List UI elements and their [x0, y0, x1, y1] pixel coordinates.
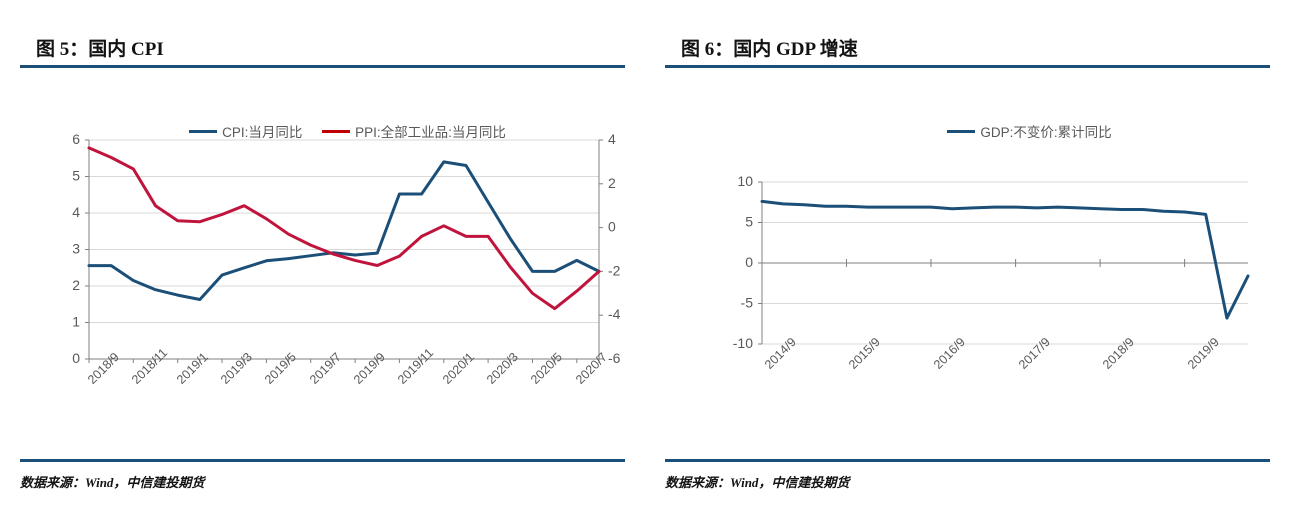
svg-text:2: 2	[72, 277, 80, 293]
svg-text:-2: -2	[608, 262, 621, 278]
svg-text:5: 5	[72, 168, 80, 184]
svg-text:2: 2	[608, 175, 616, 191]
svg-text:5: 5	[745, 214, 753, 230]
svg-text:3: 3	[72, 241, 80, 257]
svg-text:0: 0	[608, 219, 616, 235]
svg-text:-5: -5	[741, 295, 754, 311]
svg-text:0: 0	[745, 254, 753, 270]
svg-text:1: 1	[72, 314, 80, 330]
svg-text:-4: -4	[608, 306, 621, 322]
svg-text:0: 0	[72, 350, 80, 366]
svg-text:-10: -10	[733, 335, 753, 351]
svg-text:10: 10	[737, 173, 753, 189]
svg-text:4: 4	[72, 204, 80, 220]
svg-text:-6: -6	[608, 350, 621, 366]
